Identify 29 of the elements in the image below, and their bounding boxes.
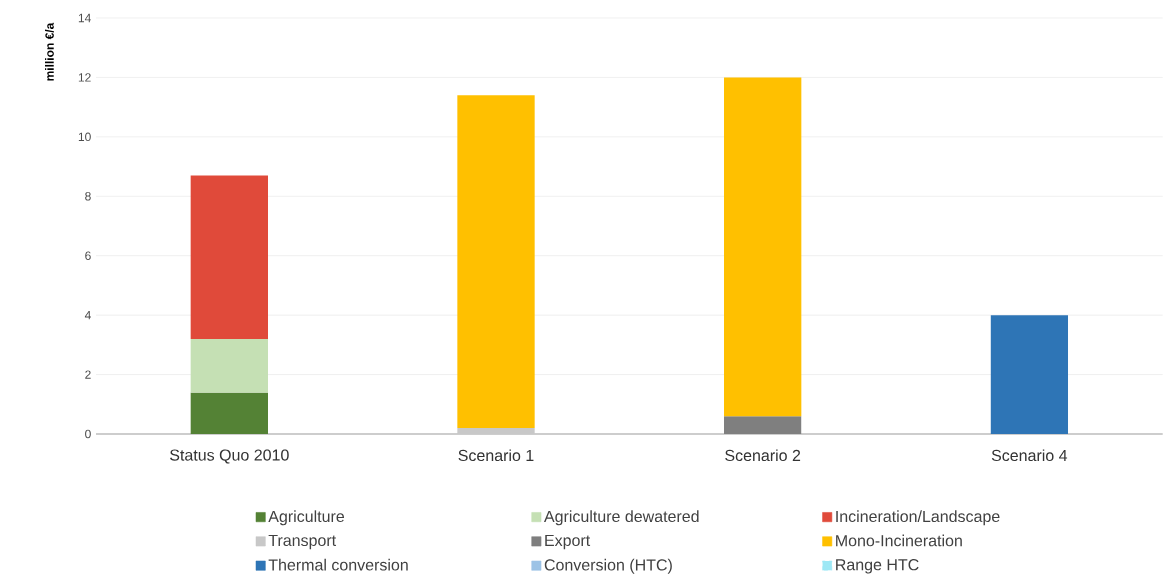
bar (190, 338, 268, 393)
y-tick-label: 12 (78, 73, 91, 82)
bar (724, 77, 802, 417)
legend-label: Export (545, 534, 591, 550)
x-tick-label: Status Quo 2010 (170, 449, 289, 464)
x-tick-label: Scenario 4 (991, 449, 1068, 462)
bar (190, 175, 268, 339)
y-tick-label: 4 (84, 311, 91, 320)
legend-label: Mono-Incineration (836, 534, 962, 547)
x-tick-label: Scenario 2 (725, 449, 801, 462)
bar (457, 95, 535, 429)
legend-label: Incineration/Landscape (836, 510, 1000, 526)
legend-label: Range HTC (836, 559, 919, 574)
legend-label: Conversion (HTC) (544, 558, 672, 574)
y-tick-label: 6 (85, 251, 91, 260)
legend-label: Transport (268, 534, 337, 550)
y-tick-label: 8 (85, 192, 91, 201)
bar (724, 416, 802, 434)
legend-label: Agriculture dewatered (543, 510, 699, 526)
y-tick-label: 10 (78, 132, 91, 142)
y-tick-label: 14 (78, 13, 91, 23)
legend-label: Agriculture (268, 510, 345, 526)
y-tick-label: 2 (85, 370, 91, 379)
y-tick-label: 0 (85, 429, 91, 439)
bar (990, 315, 1069, 434)
legend-label: Thermal conversion (268, 558, 408, 571)
x-tick-label: Scenario 1 (458, 449, 534, 462)
bar (190, 392, 268, 434)
y-axis-title: million €/a (45, 22, 54, 81)
